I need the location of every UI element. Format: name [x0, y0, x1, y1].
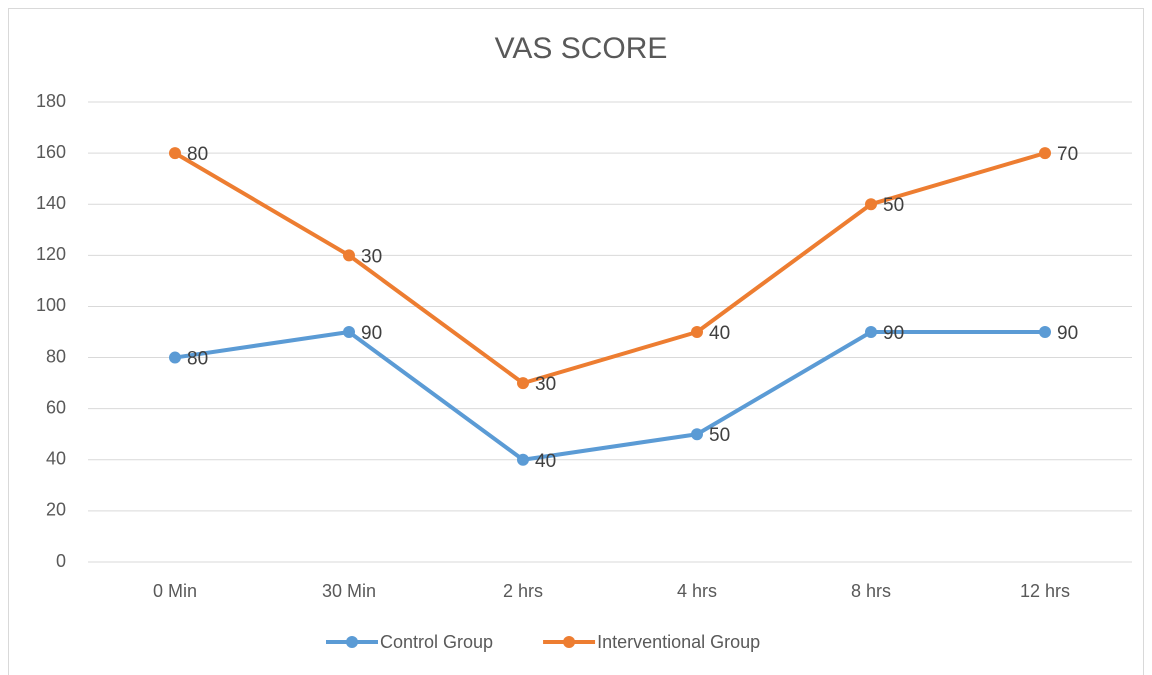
- data-point: [865, 326, 877, 338]
- data-label: 50: [709, 425, 730, 446]
- legend-label: Interventional Group: [597, 632, 760, 652]
- x-tick-label: 4 hrs: [677, 581, 717, 601]
- series-line: [173, 151, 1046, 386]
- data-point: [169, 147, 181, 160]
- y-tick-label: 120: [36, 244, 66, 264]
- legend-label: Control Group: [380, 632, 493, 652]
- y-tick-label: 40: [46, 449, 66, 469]
- x-tick-label: 12 hrs: [1020, 581, 1070, 601]
- x-tick-label: 30 Min: [322, 581, 376, 601]
- x-tick-label: 8 hrs: [851, 581, 891, 601]
- y-tick-label: 20: [46, 500, 66, 520]
- data-label: 30: [361, 246, 382, 267]
- x-tick-label: 2 hrs: [503, 581, 543, 601]
- data-point: [517, 377, 529, 390]
- chart-title: VAS SCORE: [495, 32, 668, 65]
- data-point: [691, 326, 703, 338]
- y-tick-label: 140: [36, 193, 66, 213]
- data-label: 50: [883, 195, 904, 216]
- x-tick-label: 0 Min: [153, 581, 197, 601]
- data-point: [169, 351, 181, 364]
- series-line: [174, 330, 1045, 462]
- legend-marker: [563, 636, 576, 648]
- data-point: [343, 326, 355, 338]
- data-label: 80: [187, 349, 208, 370]
- y-tick-label: 100: [36, 295, 66, 315]
- data-label: 90: [361, 323, 382, 344]
- data-label: 40: [709, 323, 730, 344]
- data-label: 40: [535, 451, 556, 472]
- data-label: 30: [535, 374, 556, 395]
- data-point: [517, 453, 529, 466]
- data-point: [1039, 326, 1051, 338]
- data-label: 70: [1057, 144, 1078, 165]
- chart-border: [8, 8, 1144, 675]
- y-tick-label: 80: [46, 346, 66, 366]
- data-point: [343, 249, 355, 262]
- y-tick-label: 180: [36, 91, 66, 111]
- data-point: [1039, 147, 1051, 160]
- data-point: [691, 428, 703, 441]
- y-tick-label: 160: [36, 142, 66, 162]
- data-label: 90: [1057, 323, 1078, 344]
- data-label: 90: [883, 323, 904, 344]
- y-tick-label: 60: [46, 397, 66, 417]
- legend-marker: [346, 636, 358, 648]
- data-label: 80: [187, 144, 208, 165]
- data-point: [865, 198, 877, 211]
- y-tick-label: 0: [56, 551, 66, 571]
